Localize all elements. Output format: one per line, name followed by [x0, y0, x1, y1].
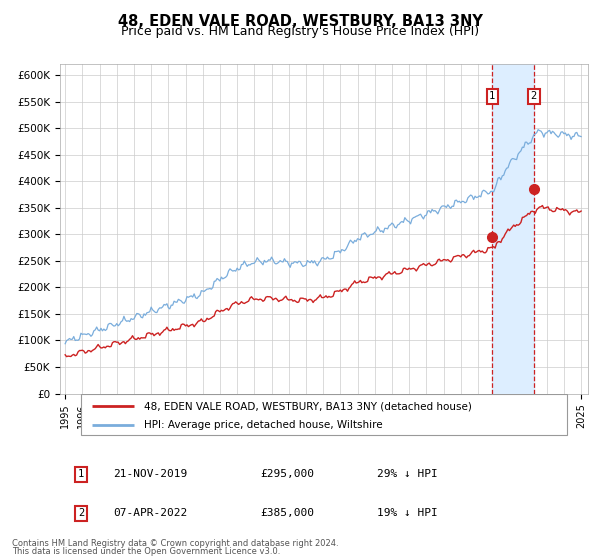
Bar — [492, 64, 534, 394]
Text: 1: 1 — [78, 469, 84, 479]
FancyBboxPatch shape — [81, 394, 567, 436]
Text: 19% ↓ HPI: 19% ↓ HPI — [377, 508, 437, 518]
Text: 2: 2 — [530, 91, 537, 101]
Text: 2: 2 — [78, 508, 84, 518]
Text: £385,000: £385,000 — [260, 508, 314, 518]
Text: 21-NOV-2019: 21-NOV-2019 — [113, 469, 187, 479]
Text: £295,000: £295,000 — [260, 469, 314, 479]
Text: HPI: Average price, detached house, Wiltshire: HPI: Average price, detached house, Wilt… — [145, 420, 383, 430]
Text: 1: 1 — [489, 91, 496, 101]
Text: Price paid vs. HM Land Registry's House Price Index (HPI): Price paid vs. HM Land Registry's House … — [121, 25, 479, 38]
Text: 48, EDEN VALE ROAD, WESTBURY, BA13 3NY: 48, EDEN VALE ROAD, WESTBURY, BA13 3NY — [118, 14, 482, 29]
Text: 29% ↓ HPI: 29% ↓ HPI — [377, 469, 437, 479]
Text: This data is licensed under the Open Government Licence v3.0.: This data is licensed under the Open Gov… — [12, 548, 280, 557]
Text: Contains HM Land Registry data © Crown copyright and database right 2024.: Contains HM Land Registry data © Crown c… — [12, 539, 338, 548]
Text: 48, EDEN VALE ROAD, WESTBURY, BA13 3NY (detached house): 48, EDEN VALE ROAD, WESTBURY, BA13 3NY (… — [145, 401, 472, 411]
Text: 07-APR-2022: 07-APR-2022 — [113, 508, 187, 518]
